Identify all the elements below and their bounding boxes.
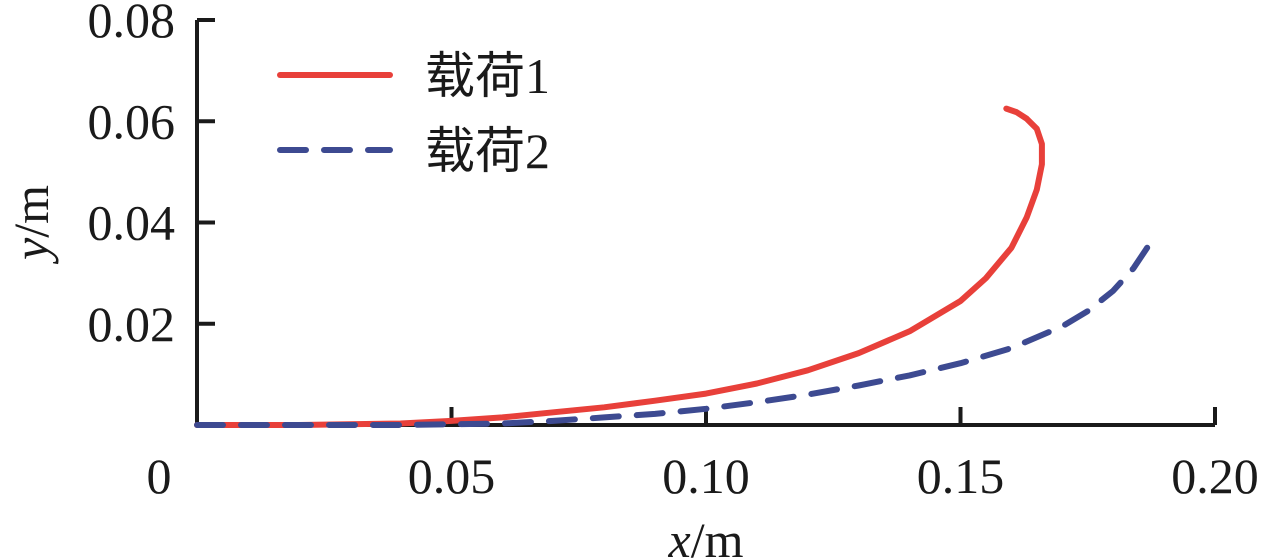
- x-tick-label: 0.10: [662, 448, 750, 504]
- axes: [195, 18, 1217, 427]
- series-layer: [194, 105, 1157, 428]
- axis-labels: 0 0.05 0.10 0.15 0.200.020.040.060.08x/my/m: [3, 0, 1259, 560]
- series-line-2: [194, 228, 1157, 428]
- y-tick-label: 0.06: [88, 93, 176, 149]
- x-axis-unit: /m: [691, 512, 744, 560]
- y-axis-title: y/m: [3, 185, 59, 265]
- x-tick-label: 0.05: [408, 448, 496, 504]
- x-tick-label: 0: [147, 448, 172, 504]
- x-axis-variable: x: [668, 512, 691, 560]
- x-tick-label: 0.15: [917, 448, 1005, 504]
- y-tick-label: 0.02: [88, 296, 176, 352]
- x-tick-label: 0.20: [1171, 448, 1259, 504]
- y-tick-label: 0.04: [88, 195, 176, 251]
- legend-label-1: 载荷1: [425, 48, 550, 104]
- series-line-1: [194, 105, 1045, 428]
- x-axis-title: x/m: [668, 512, 744, 560]
- y-axis-variable: y: [3, 237, 59, 265]
- y-axis-unit: /m: [3, 185, 59, 238]
- legend-label-2: 载荷2: [425, 123, 550, 179]
- y-tick-label: 0.08: [88, 0, 176, 48]
